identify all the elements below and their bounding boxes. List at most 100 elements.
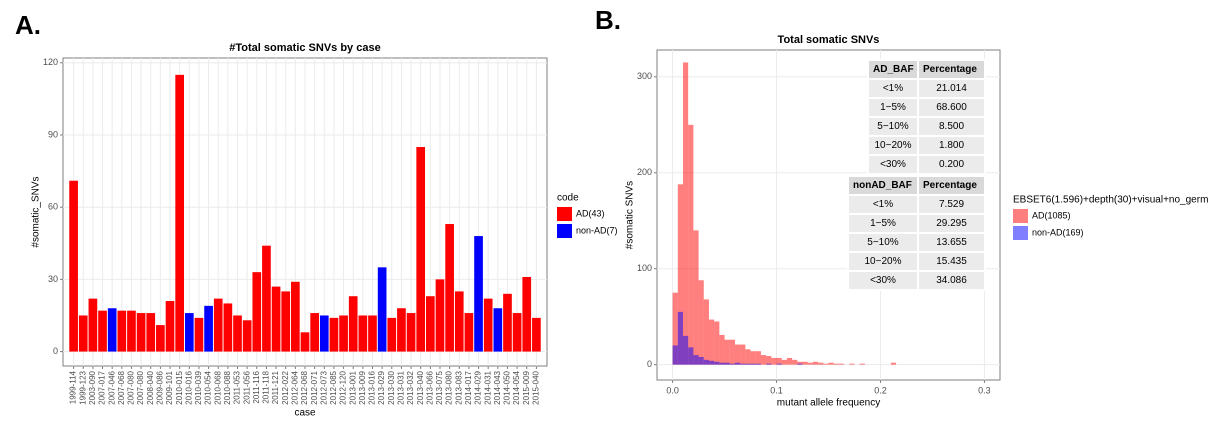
histogram-bar xyxy=(698,356,704,365)
bar xyxy=(107,308,117,352)
table-text: 1.800 xyxy=(939,140,964,151)
bar xyxy=(300,332,310,352)
x-tick-label: 2003-090 xyxy=(88,370,97,404)
x-tick-label: 2007-080 xyxy=(127,370,136,404)
bar xyxy=(98,310,107,352)
histogram-bar xyxy=(745,363,751,365)
histogram-bar xyxy=(823,363,829,365)
table-text: <1% xyxy=(873,199,893,210)
bar xyxy=(233,315,242,352)
legend-label: AD(43) xyxy=(576,208,605,218)
histogram-bar xyxy=(755,363,761,365)
table-text: 5−10% xyxy=(877,121,909,132)
x-tick-label: 2008-040 xyxy=(146,370,155,404)
histogram-bar xyxy=(771,357,777,365)
bar xyxy=(184,313,194,352)
chart-title: #Total somatic SNVs by case xyxy=(229,42,380,54)
histogram-bar xyxy=(776,357,782,365)
y-tick-label: 0 xyxy=(647,359,652,369)
table-cell xyxy=(917,270,986,291)
histogram-bar xyxy=(849,363,855,365)
legend-swatch xyxy=(1013,209,1028,223)
x-tick-label: 2015-040 xyxy=(532,370,541,404)
histogram-bar xyxy=(677,311,683,365)
x-tick-label: 2011-053 xyxy=(233,370,242,404)
bar xyxy=(426,296,435,352)
x-tick-label: 2013-066 xyxy=(425,370,434,404)
histogram-bar xyxy=(807,362,813,365)
histogram-bar xyxy=(682,62,689,365)
x-tick-label: 2007-046 xyxy=(107,370,116,404)
x-axis-title: mutant allele frequency xyxy=(777,398,880,409)
table-header: Percentage xyxy=(923,180,977,191)
x-tick-label: 2014-043 xyxy=(493,370,502,404)
x-tick-label: 2014-029 xyxy=(474,370,483,404)
bar xyxy=(146,313,156,352)
table-text: 10−20% xyxy=(875,140,912,151)
bar xyxy=(329,317,339,352)
histogram-bar xyxy=(714,361,720,365)
histogram-bar xyxy=(766,356,772,365)
bar xyxy=(474,236,483,352)
bar xyxy=(291,281,300,352)
x-axis-title: case xyxy=(294,408,316,419)
bar xyxy=(310,313,319,352)
table-text: 68.600 xyxy=(936,102,967,113)
histogram-bar xyxy=(688,124,694,365)
bar xyxy=(136,313,146,352)
histogram-bar xyxy=(818,362,824,365)
x-tick-label: 2014-017 xyxy=(464,370,473,404)
x-tick-label: 2013-009 xyxy=(358,370,367,404)
bar xyxy=(117,310,127,352)
y-tick-label: 90 xyxy=(48,129,58,139)
x-tick-label: 2013-032 xyxy=(406,370,415,404)
x-tick-label: 2012-120 xyxy=(339,370,348,404)
histogram-bar xyxy=(766,363,772,365)
bar xyxy=(242,320,252,352)
x-tick-label: 2012-085 xyxy=(329,370,338,404)
table-header: AD_BAF xyxy=(873,64,914,75)
x-tick-label: 2007-068 xyxy=(117,370,126,404)
histogram-bar xyxy=(719,362,725,365)
histogram-bar xyxy=(672,345,678,365)
histogram-bar xyxy=(708,319,715,365)
table-cell xyxy=(917,154,986,175)
x-tick-label: 2013-080 xyxy=(445,370,454,404)
histogram-bar xyxy=(740,344,746,365)
table-text: 1−5% xyxy=(870,218,896,229)
x-tick-label: 2013-001 xyxy=(348,370,357,404)
histogram-bar xyxy=(750,363,756,365)
table-text: 5−10% xyxy=(867,237,899,248)
panel-label: B. xyxy=(595,5,621,35)
table-text: 7.529 xyxy=(939,199,964,210)
x-tick-label: 2007-017 xyxy=(98,370,107,404)
histogram-bar xyxy=(703,359,709,365)
histogram-bar xyxy=(833,363,839,365)
bar xyxy=(156,325,165,352)
table-text: 21.014 xyxy=(936,83,967,94)
histogram-bar xyxy=(828,362,834,365)
x-tick-label: 2010-016 xyxy=(184,370,193,404)
table-text: 0.200 xyxy=(939,159,964,170)
y-tick-label: 300 xyxy=(637,71,652,81)
table-text: 10−20% xyxy=(865,256,902,267)
histogram-bar xyxy=(714,321,720,365)
bar xyxy=(522,276,532,352)
x-tick-label: 2011-116 xyxy=(252,370,261,403)
histogram-bar xyxy=(698,280,704,365)
bar xyxy=(387,317,397,352)
histogram-bar xyxy=(682,335,689,365)
histogram-bar xyxy=(760,355,767,365)
x-tick-label: 2013-083 xyxy=(454,370,463,404)
bar xyxy=(69,180,78,352)
bar xyxy=(435,279,445,352)
bar xyxy=(175,74,184,352)
histogram-bar xyxy=(693,230,699,365)
table-text: 29.295 xyxy=(936,218,967,229)
x-tick-label: 2011-121 xyxy=(271,370,280,404)
histogram-bar xyxy=(859,363,865,365)
histogram-bar xyxy=(786,357,793,365)
x-tick-label: 2012-022 xyxy=(281,370,290,404)
histogram-bar xyxy=(781,359,787,365)
histogram-bar xyxy=(724,362,730,365)
